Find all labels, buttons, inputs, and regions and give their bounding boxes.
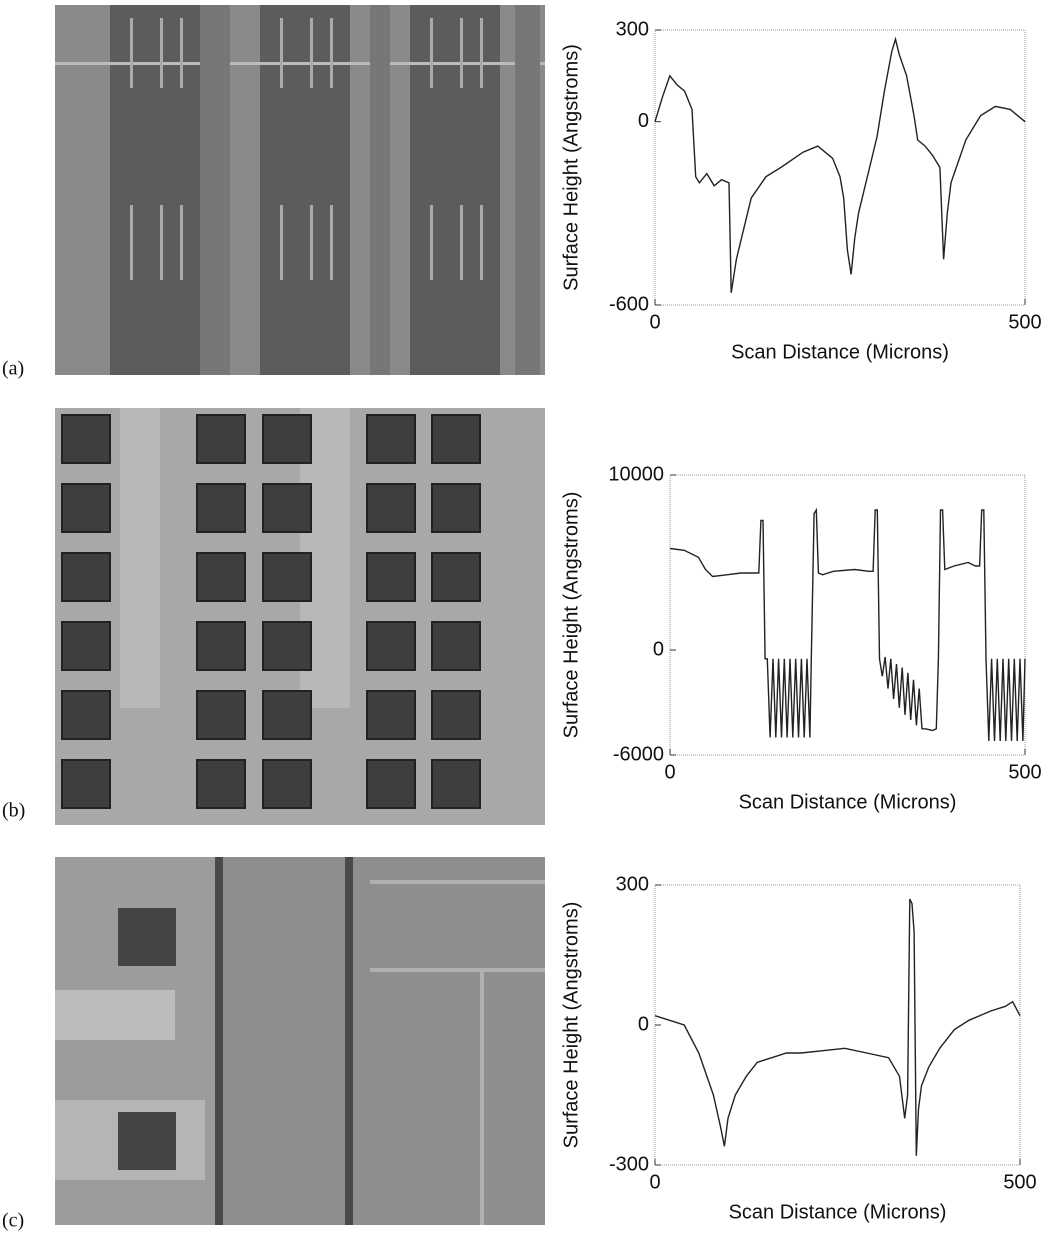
pad xyxy=(366,621,416,671)
plot-frame xyxy=(654,29,1026,306)
pad xyxy=(366,759,416,809)
micrograph-pads xyxy=(61,414,481,809)
y-tick-label: -6000 xyxy=(613,743,664,765)
pad xyxy=(262,759,312,809)
pad xyxy=(431,483,481,533)
pad xyxy=(61,690,111,740)
x-tick-label: 0 xyxy=(649,1171,660,1193)
trace xyxy=(130,18,133,88)
pad xyxy=(196,690,246,740)
pad xyxy=(431,621,481,671)
pad xyxy=(431,552,481,602)
y-tick-label: -300 xyxy=(609,1153,649,1175)
pad xyxy=(366,690,416,740)
pad xyxy=(196,414,246,464)
micrograph-lines xyxy=(130,18,483,280)
x-tick-label: 0 xyxy=(664,761,675,783)
pad xyxy=(196,552,246,602)
pad xyxy=(262,414,312,464)
trace xyxy=(280,18,283,88)
y-tick-label: 0 xyxy=(638,1013,649,1035)
y-tick-label: 10000 xyxy=(608,463,664,485)
micrograph-a xyxy=(55,5,545,375)
panel-label: (b) xyxy=(2,800,25,822)
trace xyxy=(480,18,483,88)
pad xyxy=(61,414,111,464)
pad xyxy=(262,621,312,671)
y-tick-label: -600 xyxy=(609,293,649,315)
data-line xyxy=(669,507,1026,742)
x-axis-label: Scan Distance (Microns) xyxy=(729,1201,947,1223)
x-axis-label: Scan Distance (Microns) xyxy=(731,341,949,363)
y-axis-label: Surface Height (Angstroms) xyxy=(560,44,582,291)
plot-frame xyxy=(654,884,1021,1166)
pad xyxy=(196,483,246,533)
pad xyxy=(61,483,111,533)
trace xyxy=(280,205,283,280)
x-tick-label: 500 xyxy=(1008,761,1041,783)
y-axis-label: Surface Height (Angstroms) xyxy=(560,902,582,1149)
pad xyxy=(431,690,481,740)
panel-label: (c) xyxy=(2,1210,24,1232)
trace xyxy=(310,205,313,280)
trace xyxy=(180,205,183,280)
pad xyxy=(431,759,481,809)
data-line xyxy=(654,36,1026,293)
trace xyxy=(310,18,313,88)
x-tick-label: 0 xyxy=(649,311,660,333)
trace xyxy=(430,205,433,280)
data-line xyxy=(654,898,1021,1156)
pad xyxy=(366,552,416,602)
pad xyxy=(431,414,481,464)
pad xyxy=(366,483,416,533)
x-tick-label: 500 xyxy=(1003,1171,1036,1193)
x-tick-label: 500 xyxy=(1008,311,1041,333)
x-axis-label: Scan Distance (Microns) xyxy=(739,791,957,813)
trace xyxy=(330,18,333,88)
pad xyxy=(61,759,111,809)
pad xyxy=(262,690,312,740)
panel-label: (a) xyxy=(2,358,24,380)
plot-frame xyxy=(669,474,1026,756)
pad xyxy=(196,759,246,809)
pad xyxy=(196,621,246,671)
pad xyxy=(366,414,416,464)
trace xyxy=(160,18,163,88)
pad xyxy=(262,552,312,602)
trace xyxy=(460,205,463,280)
trace xyxy=(130,205,133,280)
trace xyxy=(160,205,163,280)
pad xyxy=(61,621,111,671)
pad xyxy=(61,552,111,602)
micrograph-b xyxy=(55,408,545,825)
y-tick-label: 300 xyxy=(616,18,649,40)
trace xyxy=(480,205,483,280)
trace xyxy=(430,18,433,88)
y-tick-label: 0 xyxy=(638,110,649,132)
trace xyxy=(180,18,183,88)
y-tick-label: 300 xyxy=(616,873,649,895)
micrograph-c xyxy=(55,857,545,1225)
trace xyxy=(330,205,333,280)
y-tick-label: 0 xyxy=(653,638,664,660)
trace xyxy=(460,18,463,88)
y-axis-label: Surface Height (Angstroms) xyxy=(560,492,582,739)
pad xyxy=(262,483,312,533)
